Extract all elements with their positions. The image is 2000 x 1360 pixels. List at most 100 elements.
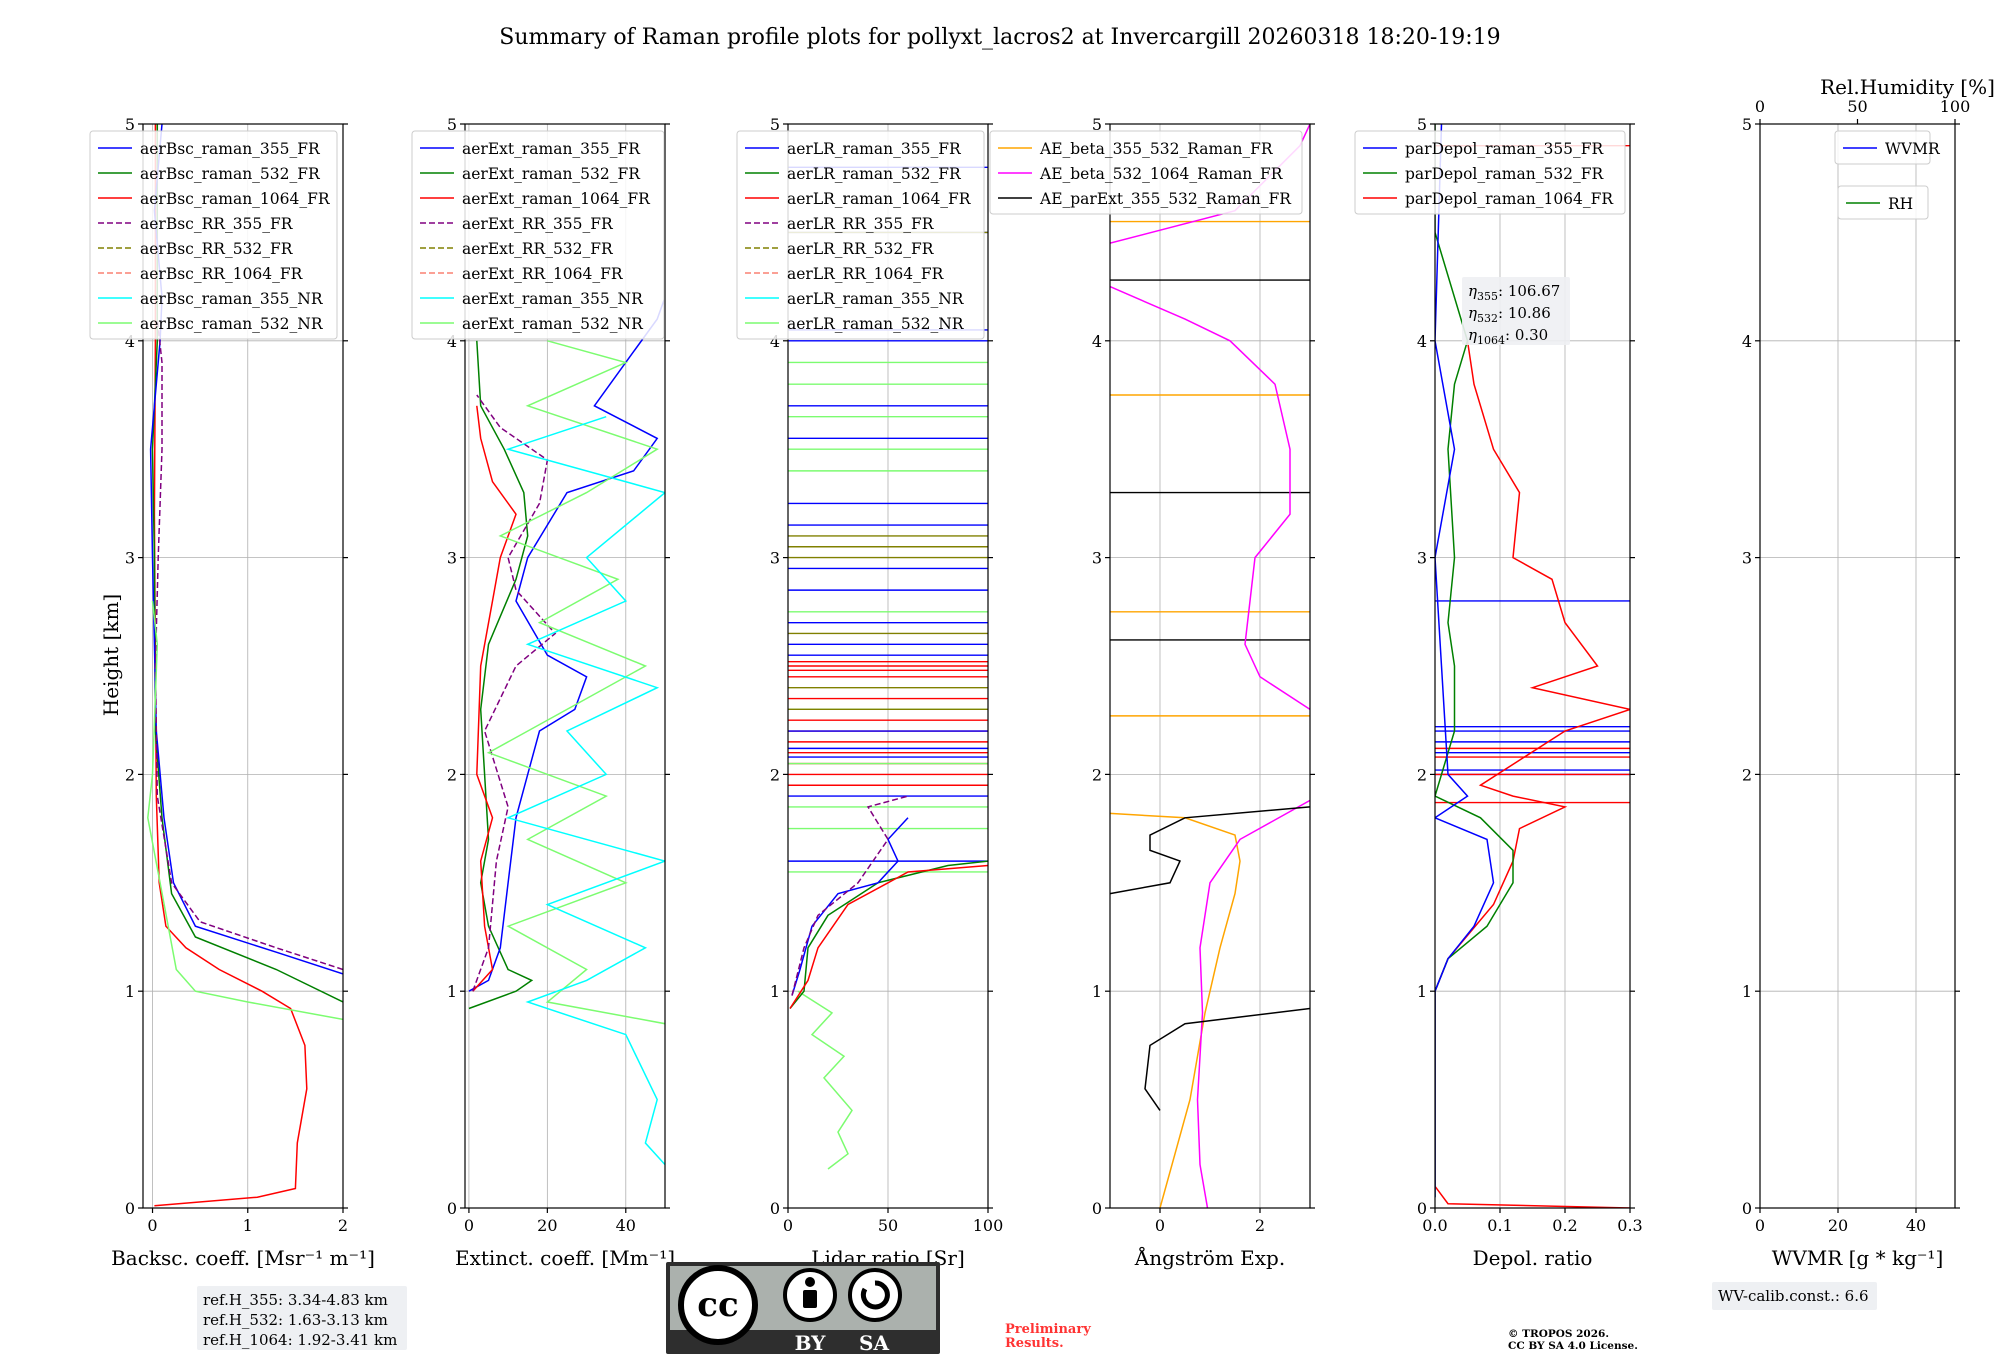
series-aerExt_raman_355_FR (468, 297, 665, 992)
legend-box (1354, 130, 1626, 215)
panel-ae: 0 2 0 1 2 3 4 5 Ångström Exp. AE_beta_355_532_Ram… (989, 115, 1315, 1270)
y-axis-label: Height [km] (99, 594, 123, 716)
series-aerBsc_RR_355_FR (154, 319, 343, 971)
svg-text:SA: SA (859, 1331, 889, 1355)
y-tick-label: 1 (125, 982, 135, 1001)
legend-label: aerLR_RR_355_FR (787, 215, 935, 233)
sa-share-icon (848, 1268, 902, 1322)
legend-label: aerExt_RR_355_FR (462, 215, 614, 233)
x-tick-label: 0.3 (1617, 1216, 1642, 1235)
cc-icon (678, 1265, 758, 1345)
legend-label: aerExt_RR_532_FR (462, 240, 614, 258)
notes-wv: WV-calib.const.: 6.6 (1712, 1282, 1877, 1310)
svg-text:cc: cc (697, 1285, 738, 1325)
top-tick-label: 0 (1755, 97, 1765, 116)
plot-area-ext (468, 297, 665, 1166)
legend-box (411, 130, 665, 340)
y-tick-label: 1 (1742, 982, 1752, 1001)
legend-label: aerLR_RR_532_FR (787, 240, 935, 258)
plot-area-lr (788, 166, 988, 1170)
series-AE_beta_532_1064_Raman_FR (1196, 799, 1310, 1208)
panel-depol: 0.0 0.1 0.2 0.3 0 1 2 3 4 5 Depol. ratio parDepol_r… (1354, 115, 1643, 1270)
legend-box (736, 130, 985, 340)
copyright-note: © TROPOS 2026. (1508, 1328, 1609, 1340)
legend-box (989, 130, 1303, 215)
eta-line: η532: 10.86 (1468, 304, 1551, 325)
legend-label: aerBsc_raman_355_FR (140, 140, 321, 158)
series-aerLR_RR_355_FR (791, 795, 909, 996)
series-AE_parExt_355_532_Raman_FR_mid (1110, 806, 1310, 895)
y-tick-label: 3 (447, 549, 457, 568)
axes-frame (1434, 123, 1631, 1209)
note-line: ref.H_355: 3.34-4.83 km (203, 1291, 388, 1309)
y-tick-label: 2 (1742, 765, 1752, 784)
y-tick-label: 4 (1742, 332, 1752, 351)
y-tick-label: 2 (125, 765, 135, 784)
legend-label: parDepol_raman_355_FR (1405, 140, 1605, 158)
y-tick-label: 5 (1092, 115, 1102, 134)
legend-label: aerBsc_RR_532_FR (140, 240, 294, 258)
plot-area-ae (1110, 124, 1310, 1208)
x-tick-label: 0.2 (1552, 1216, 1577, 1235)
plot-area-depol (1435, 124, 1630, 1208)
y-tick-label: 4 (125, 332, 135, 351)
series-aerExt_raman_1064_FR (472, 405, 517, 992)
series-aerBsc_raman_532_NR (147, 600, 343, 1021)
legend-label: AE_beta_355_532_Raman_FR (1039, 140, 1274, 158)
legend-ext: aerExt_raman_355_FR aerExt_raman_532_FRae… (411, 130, 665, 340)
series-aerLR_raman_532_NR (797, 990, 853, 1170)
series-aerExt_raman_532_NR (486, 340, 665, 1025)
y-tick-label: 1 (447, 982, 457, 1001)
legend-label: aerLR_raman_1064_FR (787, 190, 972, 208)
series-aerLR_raman_1064_FR (789, 864, 988, 1009)
series-aerLR_raman_532_FR (789, 860, 988, 1009)
note-box (197, 1286, 407, 1350)
y-tick-label: 3 (125, 549, 135, 568)
legend-box (89, 130, 338, 340)
legend-label: AE_beta_532_1064_Raman_FR (1039, 165, 1284, 183)
series-aerExt_raman_355_NR (505, 415, 665, 1166)
y-tick-label: 0 (447, 1199, 457, 1218)
y-tick-label: 2 (1092, 765, 1102, 784)
legend-label: aerExt_raman_532_NR (462, 315, 644, 333)
x-tick-label: 20 (1828, 1216, 1848, 1235)
cc-license-badge[interactable]: cc BY SA (666, 1262, 940, 1355)
series-AE_beta_355_532_Raman_FR (1110, 812, 1241, 1208)
legend-label: RH (1888, 195, 1913, 213)
y-tick-label: 4 (1417, 332, 1427, 351)
legend-label: aerBsc_raman_532_FR (140, 165, 321, 183)
x-tick-label: 0.1 (1487, 1216, 1512, 1235)
x-tick-label: 40 (616, 1216, 636, 1235)
y-tick-label: 3 (1417, 549, 1427, 568)
panel-ext: 0 20 40 0 1 2 3 4 5 Extinct. coeff. [Mm⁻¹] aerExt_… (411, 115, 675, 1270)
x-tick-label: 0 (464, 1216, 474, 1235)
y-tick-label: 5 (1742, 115, 1752, 134)
y-tick-label: 4 (447, 332, 457, 351)
figure-title: Summary of Raman profile plots for polly… (499, 25, 1500, 50)
legend-label: aerBsc_raman_355_NR (140, 290, 324, 308)
x-tick-label: 0 (1155, 1216, 1165, 1235)
series-AE_beta_532_1064_Raman_FR_upper (1110, 285, 1310, 711)
legend-label: aerLR_raman_532_NR (787, 315, 965, 333)
x-tick-label: 20 (537, 1216, 557, 1235)
y-tick-label: 2 (770, 765, 780, 784)
note-line: WV-calib.const.: 6.6 (1718, 1287, 1869, 1305)
x-tick-label: 1 (243, 1216, 253, 1235)
series-aerLR_raman_355_FR (791, 817, 909, 996)
y-tick-label: 0 (1742, 1199, 1752, 1218)
y-tick-label: 5 (447, 115, 457, 134)
legend-label: aerBsc_RR_355_FR (140, 215, 294, 233)
series-parDepol_raman_1064_FR (1435, 340, 1630, 1208)
x-tick-label: 2 (338, 1216, 348, 1235)
top-axis-label: Rel.Humidity [%] (1820, 75, 1995, 99)
legend-label: aerExt_raman_355_NR (462, 290, 644, 308)
x-tick-label: 100 (973, 1216, 1004, 1235)
series-parDepol_raman_355_FR (1435, 124, 1495, 1198)
series-aerExt_RR_355_FR (472, 394, 557, 992)
legend-label: WVMR (1885, 140, 1941, 158)
x-tick-label: 0 (1755, 1216, 1765, 1235)
